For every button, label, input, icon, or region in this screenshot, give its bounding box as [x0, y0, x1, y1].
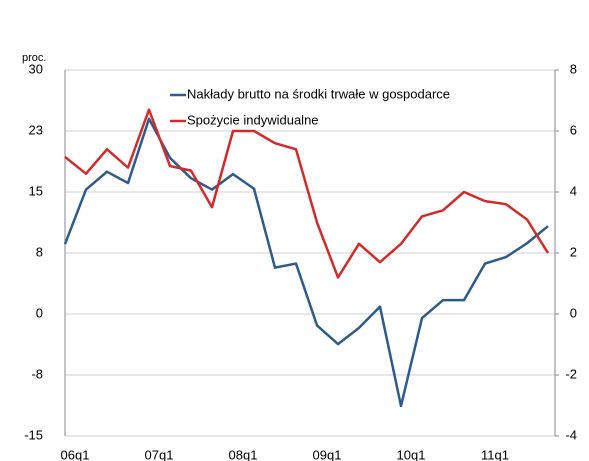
y-tick-label: 8 [36, 244, 43, 259]
x-tick-label: 09q1 [313, 447, 342, 461]
y2-tick-label: 0 [570, 305, 577, 320]
line-series [63, 117, 549, 408]
y2-tick-label: 8 [570, 61, 577, 76]
x-tick-label: 06q1 [61, 447, 90, 461]
x-tick-label: 10q1 [397, 447, 426, 461]
x-tick-label: 08q1 [229, 447, 258, 461]
y-tick-label: 23 [29, 122, 43, 137]
y2-tick-label: -2 [565, 366, 577, 381]
y2-tick-label: 2 [570, 244, 577, 259]
y-tick-label: -8 [31, 366, 43, 381]
line-series [64, 108, 550, 279]
x-tick-label: 07q1 [145, 447, 174, 461]
y-tick-label: 30 [29, 61, 43, 76]
legend-label: Spożycie indywidualne [187, 112, 319, 127]
y-tick-label: 0 [36, 305, 43, 320]
y2-tick-label: -4 [565, 427, 577, 442]
legend-label: Nakłady brutto na środki trwałe w gospod… [187, 86, 450, 101]
y2-tick-label: 4 [570, 183, 577, 198]
x-tick-label: 11q1 [481, 447, 509, 461]
y-axis-label: proc. [22, 52, 46, 64]
y2-tick-label: 6 [570, 122, 577, 137]
y-tick-label: -15 [24, 427, 43, 442]
y-tick-label: 15 [29, 183, 43, 198]
